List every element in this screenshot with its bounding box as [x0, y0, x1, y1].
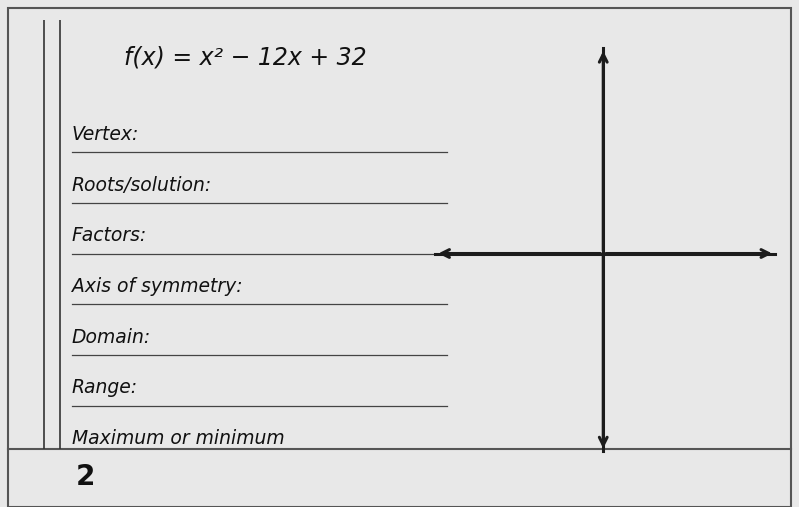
Text: Domain:: Domain:: [72, 328, 151, 347]
Text: 2: 2: [76, 462, 95, 491]
Text: Range:: Range:: [72, 378, 138, 397]
Text: Factors:: Factors:: [72, 226, 147, 245]
Text: Roots/solution:: Roots/solution:: [72, 175, 213, 195]
Text: Maximum or minimum: Maximum or minimum: [72, 429, 284, 448]
Text: Axis of symmetry:: Axis of symmetry:: [72, 277, 243, 296]
Text: f(x) = x² − 12x + 32: f(x) = x² − 12x + 32: [124, 46, 367, 69]
Text: Vertex:: Vertex:: [72, 125, 139, 144]
